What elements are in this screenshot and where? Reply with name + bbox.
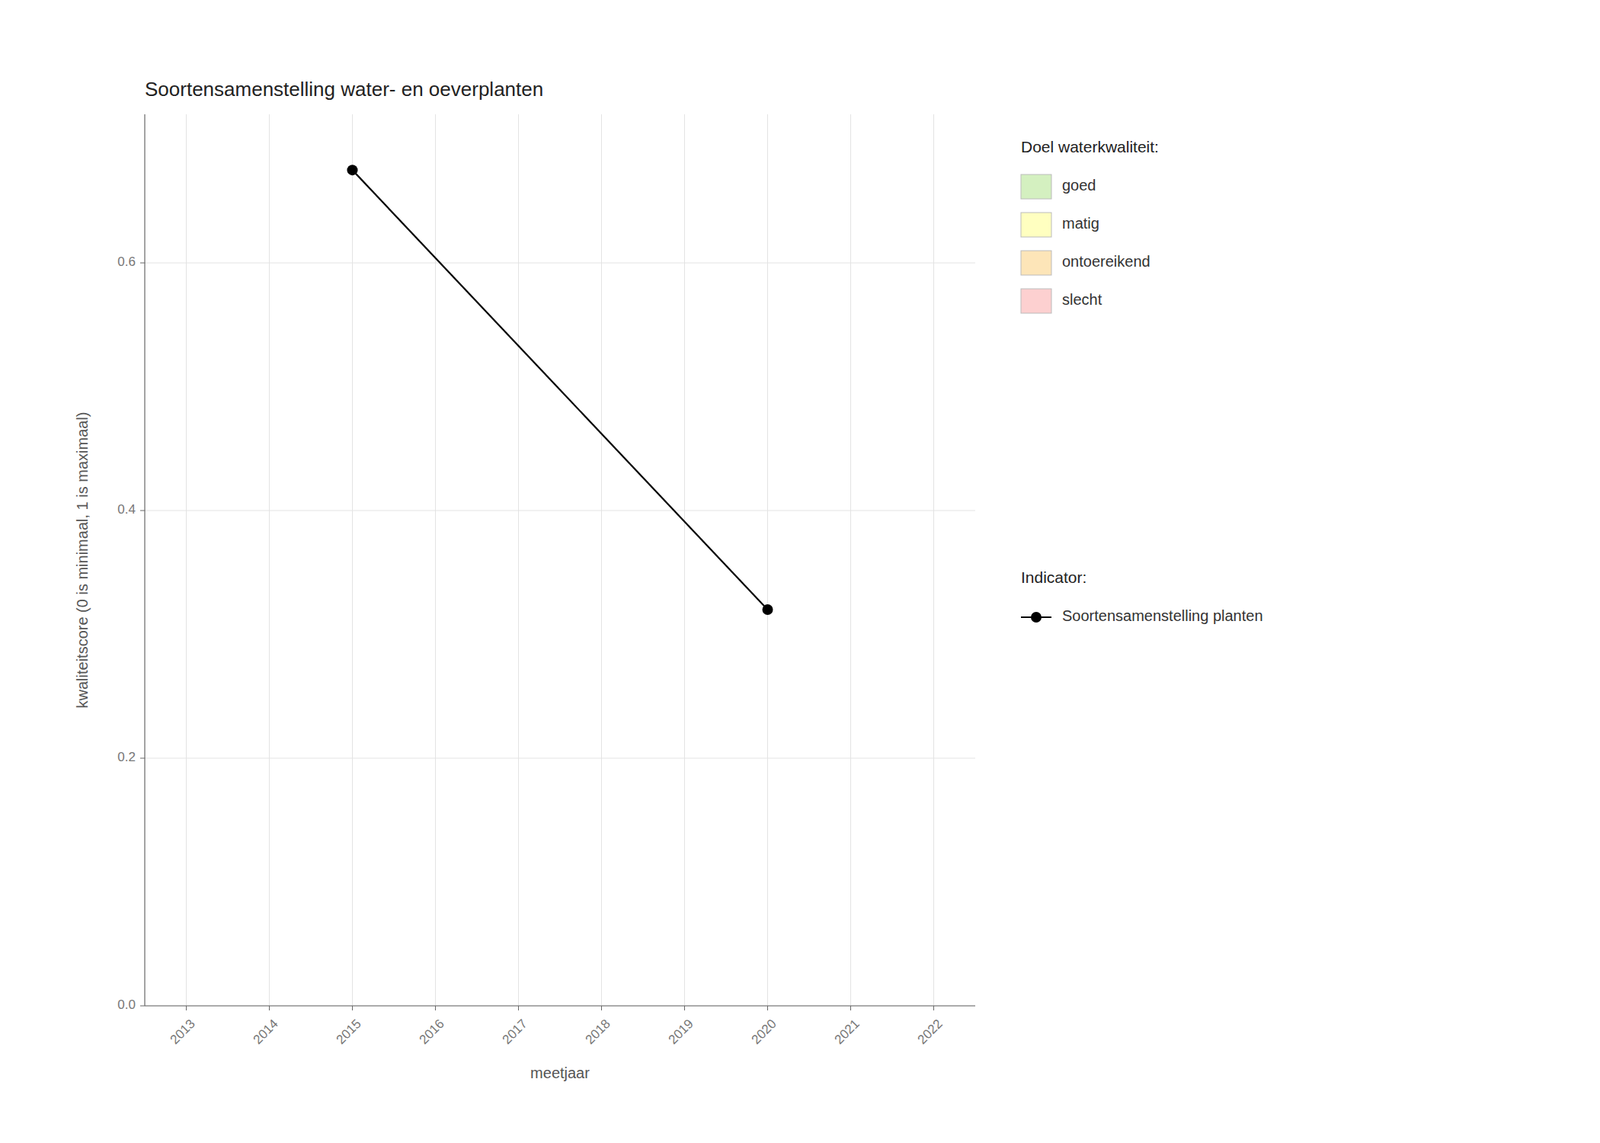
chart-container: 2013 2014 2015 2016 2017 2018 2019 2020 2021 2022…	[0, 0, 1600, 1143]
grid-line-x	[933, 114, 935, 1006]
x-tick-label: 2019	[665, 1016, 697, 1047]
legend-group-title: Doel waterkwaliteit:	[1020, 137, 1159, 156]
grid-line-y	[144, 758, 976, 759]
grid-line-x	[185, 114, 187, 1006]
grid	[144, 114, 976, 1006]
chart-svg: 2013 2014 2015 2016 2017 2018 2019 2020 2021 2022…	[0, 0, 1600, 1143]
plot-data	[347, 164, 774, 615]
x-tick	[352, 1005, 353, 1011]
legend-entry: slecht	[1062, 291, 1103, 308]
x-tick	[684, 1005, 685, 1011]
x-tick	[850, 1005, 852, 1011]
x-tick-label: 2014	[250, 1016, 282, 1047]
x-tick-label: 2020	[748, 1016, 780, 1047]
legend-swatch	[1020, 250, 1052, 276]
grid-line-y	[144, 510, 976, 512]
legend-entry: Soortensamenstelling planten	[1062, 607, 1264, 624]
legend-marker	[1030, 611, 1042, 623]
series-marker	[347, 164, 359, 176]
grid-line-x	[518, 114, 519, 1006]
grid-line-y	[144, 262, 976, 264]
x-tick	[268, 1005, 270, 1011]
legend-entry: matig	[1062, 214, 1100, 232]
y-tick-label: 0.0	[117, 997, 136, 1012]
x-tick-label: 2018	[582, 1016, 614, 1047]
legend-entry: ontoereikend	[1062, 252, 1151, 270]
y-tick-label: 0.4	[117, 502, 136, 517]
grid-line-x	[684, 114, 685, 1006]
y-tick-label: 0.2	[117, 749, 136, 765]
x-tick	[435, 1005, 436, 1011]
y-tick	[140, 262, 145, 264]
x-tick	[767, 1005, 768, 1011]
x-tick-label: 2021	[832, 1016, 863, 1047]
grid-line-x	[601, 114, 602, 1006]
y-axis-label: kwaliteitscore (0 is minimaal, 1 is maxi…	[73, 412, 91, 709]
x-tick	[185, 1005, 187, 1011]
y-tick	[140, 1005, 145, 1007]
legend-swatch	[1020, 288, 1052, 314]
legend-entry: goed	[1062, 176, 1097, 194]
legend-swatch	[1020, 174, 1052, 199]
y-axis-line	[144, 114, 145, 1006]
background	[0, 0, 1600, 1143]
y-tick-label: 0.6	[117, 254, 136, 269]
grid-line-x	[268, 114, 270, 1006]
x-tick	[601, 1005, 602, 1011]
x-tick	[518, 1005, 519, 1011]
x-tick	[933, 1005, 935, 1011]
x-tick-label: 2022	[915, 1016, 946, 1047]
legend-swatch	[1020, 212, 1052, 237]
series-line	[352, 169, 768, 610]
title: Soortensamenstelling water- en oeverplan…	[144, 77, 544, 101]
y-tick	[140, 510, 145, 512]
axes: 2013 2014 2015 2016 2017 2018 2019 2020 2021 2022…	[117, 114, 976, 1047]
grid-line-x	[767, 114, 768, 1006]
grid-line-x	[850, 114, 852, 1006]
x-tick-label: 2013	[167, 1016, 199, 1047]
x-axis-label: meetjaar	[530, 1064, 590, 1082]
series-marker	[762, 604, 774, 615]
grid-line-x	[435, 114, 436, 1006]
legends: Doel waterkwaliteit: goed matig ontoereiken…	[1020, 137, 1264, 624]
grid-line-x	[352, 114, 353, 1006]
legend-title: Indicator:	[1020, 568, 1087, 586]
x-tick-label: 2017	[499, 1016, 531, 1047]
x-tick-label: 2016	[416, 1016, 448, 1047]
y-tick	[140, 758, 145, 759]
x-tick-label: 2015	[333, 1016, 365, 1047]
